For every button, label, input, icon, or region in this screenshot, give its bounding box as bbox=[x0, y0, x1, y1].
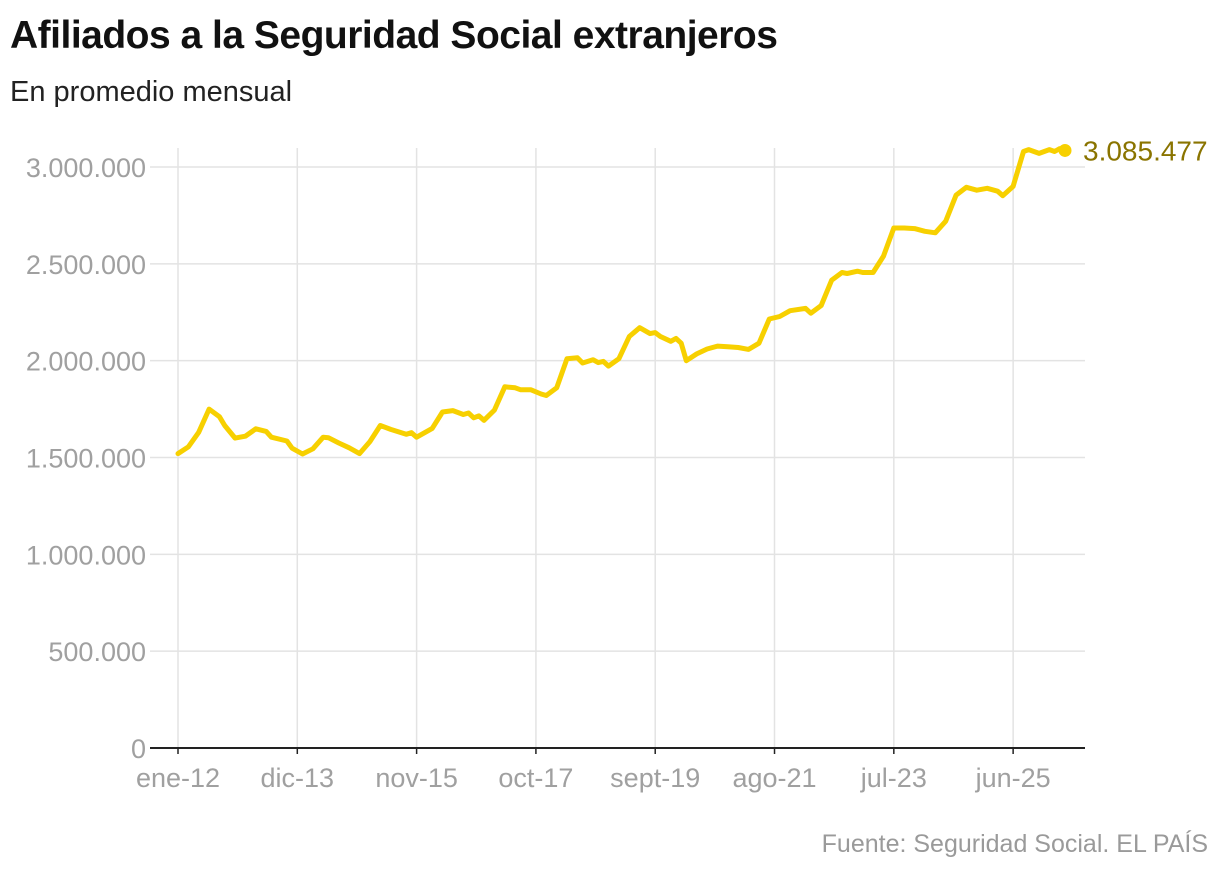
y-tick-label: 1.500.000 bbox=[26, 444, 146, 474]
x-tick-label: ago-21 bbox=[732, 763, 816, 793]
chart-title: Afiliados a la Seguridad Social extranje… bbox=[10, 14, 778, 57]
source-note: Fuente: Seguridad Social. EL PAÍS bbox=[821, 830, 1208, 858]
series-line bbox=[175, 146, 1068, 457]
x-tick-label: jun-25 bbox=[975, 763, 1051, 793]
y-tick-label: 1.000.000 bbox=[26, 540, 146, 570]
y-tick-label: 3.000.000 bbox=[26, 153, 146, 183]
y-tick-label: 0 bbox=[131, 734, 146, 764]
x-tick-label: jul-23 bbox=[860, 763, 927, 793]
x-tick-label: nov-15 bbox=[375, 763, 458, 793]
y-tick-label: 2.500.000 bbox=[26, 250, 146, 280]
x-tick-label: sept-19 bbox=[610, 763, 700, 793]
end-point bbox=[1058, 143, 1072, 157]
end-value-label: 3.085.477 bbox=[1083, 135, 1208, 166]
chart-subtitle: En promedio mensual bbox=[10, 76, 293, 108]
x-tick-label: oct-17 bbox=[498, 763, 573, 793]
x-tick-label: dic-13 bbox=[261, 763, 335, 793]
x-tick-label: ene-12 bbox=[136, 763, 220, 793]
y-tick-label: 2.000.000 bbox=[26, 347, 146, 377]
y-tick-label: 500.000 bbox=[48, 637, 146, 667]
